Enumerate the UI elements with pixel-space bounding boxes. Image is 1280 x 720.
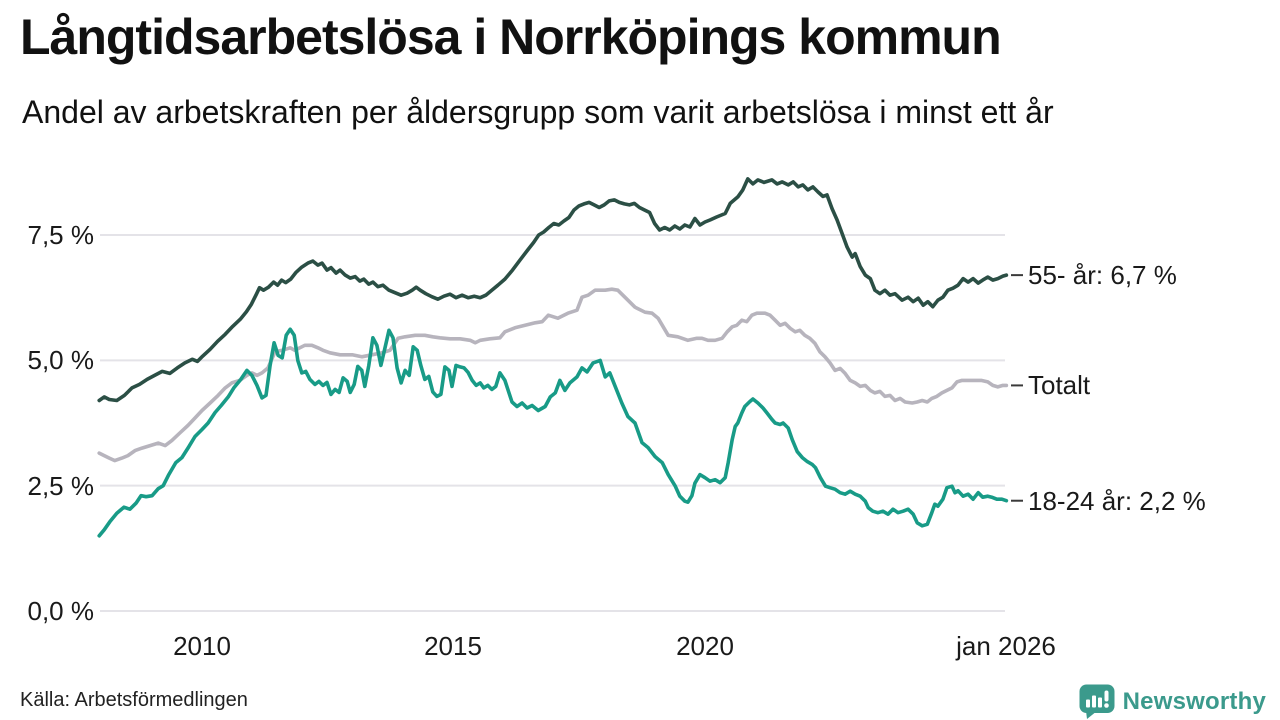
y-axis-tick-label: 7,5 % xyxy=(27,220,95,250)
y-axis-tick-label: 5,0 % xyxy=(27,345,95,375)
y-axis-tick-label: 0,0 % xyxy=(27,596,95,626)
line-totalt xyxy=(97,287,1009,463)
page-subtitle: Andel av arbetskraften per åldersgrupp s… xyxy=(22,94,1054,130)
x-axis-tick-label: jan 2026 xyxy=(956,631,1056,661)
x-axis-tick-label: 2010 xyxy=(173,631,231,661)
newsworthy-speech-bubble-chart-icon xyxy=(1079,684,1115,719)
line-18-24-ar xyxy=(97,327,1009,538)
series-label-55-ar: 55- år: 6,7 % xyxy=(1028,260,1177,290)
y-axis-tick-label: 2,5 % xyxy=(27,471,95,501)
newsworthy-brand: Newsworthy xyxy=(1078,684,1266,719)
series-label-totalt: Totalt xyxy=(1028,370,1091,400)
source-note: Källa: Arbetsförmedlingen xyxy=(20,689,248,711)
line-55-ar xyxy=(97,177,1009,403)
x-axis-tick-label: 2015 xyxy=(424,631,482,661)
page-title: Långtidsarbetslösa i Norrköpings kommun xyxy=(20,9,1002,65)
series-label-18-24-ar: 18-24 år: 2,2 % xyxy=(1028,486,1206,516)
x-axis-tick-label: 2020 xyxy=(676,631,734,661)
newsworthy-wordmark: Newsworthy xyxy=(1122,687,1266,715)
